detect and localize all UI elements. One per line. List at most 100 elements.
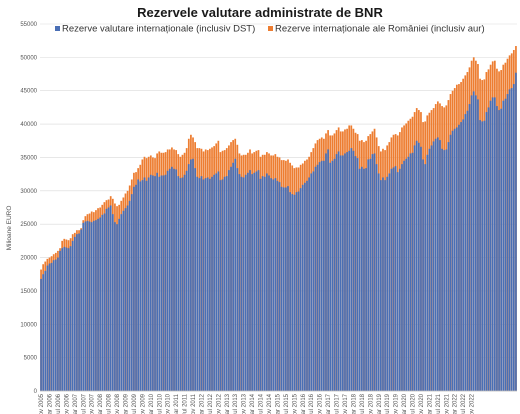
bar-reserves-dst: [158, 176, 161, 391]
bar-reserves-dst: [152, 175, 154, 391]
bar-reserves-dst: [365, 168, 367, 391]
x-tick-label: Jul 2011: [183, 393, 189, 414]
bar-reserves-dst: [420, 146, 422, 391]
bar-reserves-dst: [204, 178, 207, 391]
bar-reserves-dst: [111, 214, 114, 391]
bar-reserves-dst: [474, 95, 477, 392]
bar-reserves-dst: [426, 154, 429, 391]
bar-reserves-dst: [297, 191, 300, 391]
y-tick-label: 15000: [20, 289, 37, 295]
bar-reserves-dst: [211, 176, 213, 391]
bar-reserves-dst: [223, 176, 226, 391]
x-tick-label: Nov 2008: [115, 393, 121, 414]
bar-reserves-dst: [181, 177, 184, 391]
x-tick-label: Mar 2018: [351, 393, 357, 414]
bar-reserves-dst: [225, 176, 228, 391]
bar-reserves-dst: [346, 152, 348, 391]
bar-reserves-dst: [240, 176, 243, 391]
bar-reserves-dst: [282, 187, 285, 391]
bar-reserves-dst: [462, 119, 465, 392]
bar-reserves-dst: [384, 180, 386, 391]
bar-reserves-dst: [409, 153, 412, 391]
bar-reserves-dst: [251, 174, 253, 391]
bar-reserves-dst: [323, 160, 325, 391]
bar-reserves-dst: [213, 174, 215, 391]
y-tick-label: 10000: [20, 322, 37, 328]
bar-reserves-dst: [453, 128, 456, 391]
bar-reserves-dst: [171, 166, 173, 391]
bar-reserves-dst: [436, 137, 439, 391]
x-tick-label: Nov 2019: [394, 393, 400, 414]
y-axis-title: Milioane EURO: [6, 206, 13, 251]
bar-reserves-dst: [101, 214, 104, 391]
x-tick-label: Nov 2018: [368, 393, 374, 414]
bar-reserves-dst: [154, 176, 156, 391]
bar-reserves-dst: [515, 72, 517, 392]
x-tick-label: Mar 2010: [149, 393, 155, 414]
bar-reserves-dst: [493, 97, 496, 392]
bar-reserves-dst: [198, 178, 201, 391]
y-tick-label: 55000: [20, 22, 37, 28]
bar-reserves-dst: [242, 177, 245, 391]
x-tick-label: Jul 2012: [208, 393, 214, 414]
bar-reserves-dst: [424, 164, 427, 391]
bar-reserves-dst: [310, 173, 313, 391]
x-tick-label: Mar 2006: [48, 393, 54, 414]
bar-reserves-dst: [386, 176, 389, 391]
bar-reserves-dst: [107, 207, 110, 391]
bar-reserves-dst: [508, 89, 511, 391]
y-tick-label: 25000: [20, 222, 37, 228]
bar-reserves-dst: [249, 170, 251, 391]
bar-reserves-dst: [57, 257, 59, 391]
bar-reserves-dst: [348, 150, 351, 391]
x-tick-label: Mar 2011: [174, 393, 180, 414]
bar-reserves-dst: [221, 179, 224, 391]
x-tick-label: Jul 2019: [385, 393, 391, 414]
bar-reserves-dst: [411, 152, 414, 391]
bar-reserves-dst: [217, 171, 220, 391]
x-tick-label: Jul 2022: [461, 393, 467, 414]
bar-reserves-dst: [124, 208, 127, 391]
bar-reserves-dst: [67, 248, 70, 391]
bar-reserves-dst: [192, 158, 194, 391]
bar-reserves-dst: [470, 95, 473, 392]
bar-reserves-dst: [139, 181, 142, 391]
bar-reserves-dst: [333, 158, 336, 391]
bar-reserves-dst: [443, 150, 446, 391]
bar-reserves-dst: [162, 175, 165, 391]
bar-reserves-dst: [90, 222, 93, 391]
bar-reserves-dst: [506, 94, 509, 391]
bar-reserves-dst: [135, 184, 137, 391]
bar-reserves-dst: [261, 176, 264, 391]
x-tick-label: Jul 2017: [335, 393, 341, 414]
y-tick-label: 0: [34, 389, 38, 395]
bar-reserves-dst: [502, 100, 505, 392]
x-tick-label: Jul 2015: [284, 393, 290, 414]
x-tick-label: Jul 2009: [132, 393, 138, 414]
bar-reserves-dst: [71, 240, 74, 391]
bar-reserves-dst: [451, 130, 454, 391]
bar-reserves-dst: [255, 171, 258, 391]
bar-reserves-dst: [335, 154, 338, 391]
bar-reserves-dst: [209, 178, 211, 391]
bar-reserves-dst: [48, 263, 51, 391]
bar-reserves-dst: [244, 174, 247, 391]
bar-reserves-dst: [173, 168, 175, 391]
bar-reserves-dst: [439, 140, 441, 391]
bar-reserves-dst: [263, 176, 266, 391]
bar-reserves-dst: [481, 121, 484, 392]
bar-reserves-dst: [270, 178, 272, 391]
x-tick-label: Nov 2015: [292, 393, 298, 414]
bar-reserves-dst: [166, 170, 169, 391]
bar-reserves-dst: [487, 107, 490, 391]
bar-reserves-dst: [299, 188, 302, 391]
bar-reserves-dst: [120, 214, 123, 391]
bar-reserves-dst: [477, 99, 479, 392]
bar-reserves-dst: [116, 224, 118, 391]
bar-reserves-dst: [356, 158, 359, 391]
bar-reserves-dst: [236, 168, 239, 391]
bar-reserves-dst: [447, 142, 450, 391]
bar-reserves-dst: [491, 97, 494, 392]
x-tick-label: Nov 2005: [39, 393, 45, 414]
legend: Rezerve valutare internaționale (inclusi…: [55, 24, 485, 35]
